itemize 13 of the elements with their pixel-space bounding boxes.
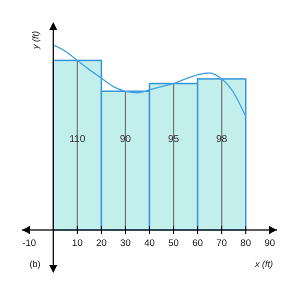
y-axis-title: y (ft): [30, 31, 40, 50]
x-tick-label: 50: [168, 238, 179, 249]
x-tick-label: 30: [120, 238, 131, 249]
x-tick-label: 40: [144, 238, 155, 249]
text: (b): [30, 259, 40, 269]
x-tick-label: 60: [192, 238, 203, 249]
x-tick-label: 20: [96, 238, 107, 249]
x-tick-label: 10: [72, 238, 83, 249]
x-tick-label: -10: [22, 238, 36, 249]
x-tick-label: 80: [240, 238, 252, 249]
x-axis-title: x (ft): [254, 259, 273, 269]
x-tick-label: 90: [264, 238, 276, 249]
x-tick-label: 70: [216, 238, 227, 249]
